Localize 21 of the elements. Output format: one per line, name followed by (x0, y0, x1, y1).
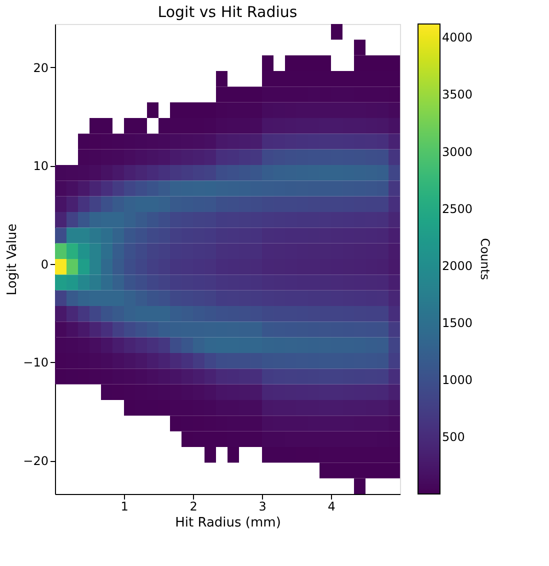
y-tick-label: −10 (23, 356, 48, 370)
y-axis-title: Logit Value (5, 224, 20, 296)
x-tick-label: 3 (258, 500, 266, 514)
x-tick-label: 1 (120, 500, 128, 514)
x-tick-label: 4 (328, 500, 336, 514)
color-bar-label: 500 (442, 430, 465, 444)
chart-title: Logit vs Hit Radius (158, 3, 298, 21)
color-bar-label: 2500 (442, 202, 473, 216)
color-bar-label: 4000 (442, 30, 473, 45)
color-bar-label: 1000 (442, 373, 473, 388)
y-tick-label: 20 (33, 60, 48, 75)
color-bar-label: 3500 (442, 88, 473, 102)
color-bar-label: 3000 (442, 144, 473, 159)
y-tick-label: 10 (33, 159, 48, 174)
x-axis-title: Hit Radius (mm) (175, 516, 281, 530)
y-tick-label: 0 (40, 257, 48, 272)
x-tick-label: 2 (190, 500, 198, 514)
color-bar-label: 2000 (442, 258, 473, 273)
color-bar-title: Counts (478, 238, 492, 280)
y-tick-label: −20 (23, 454, 48, 468)
color-bar-label: 1500 (442, 316, 473, 330)
